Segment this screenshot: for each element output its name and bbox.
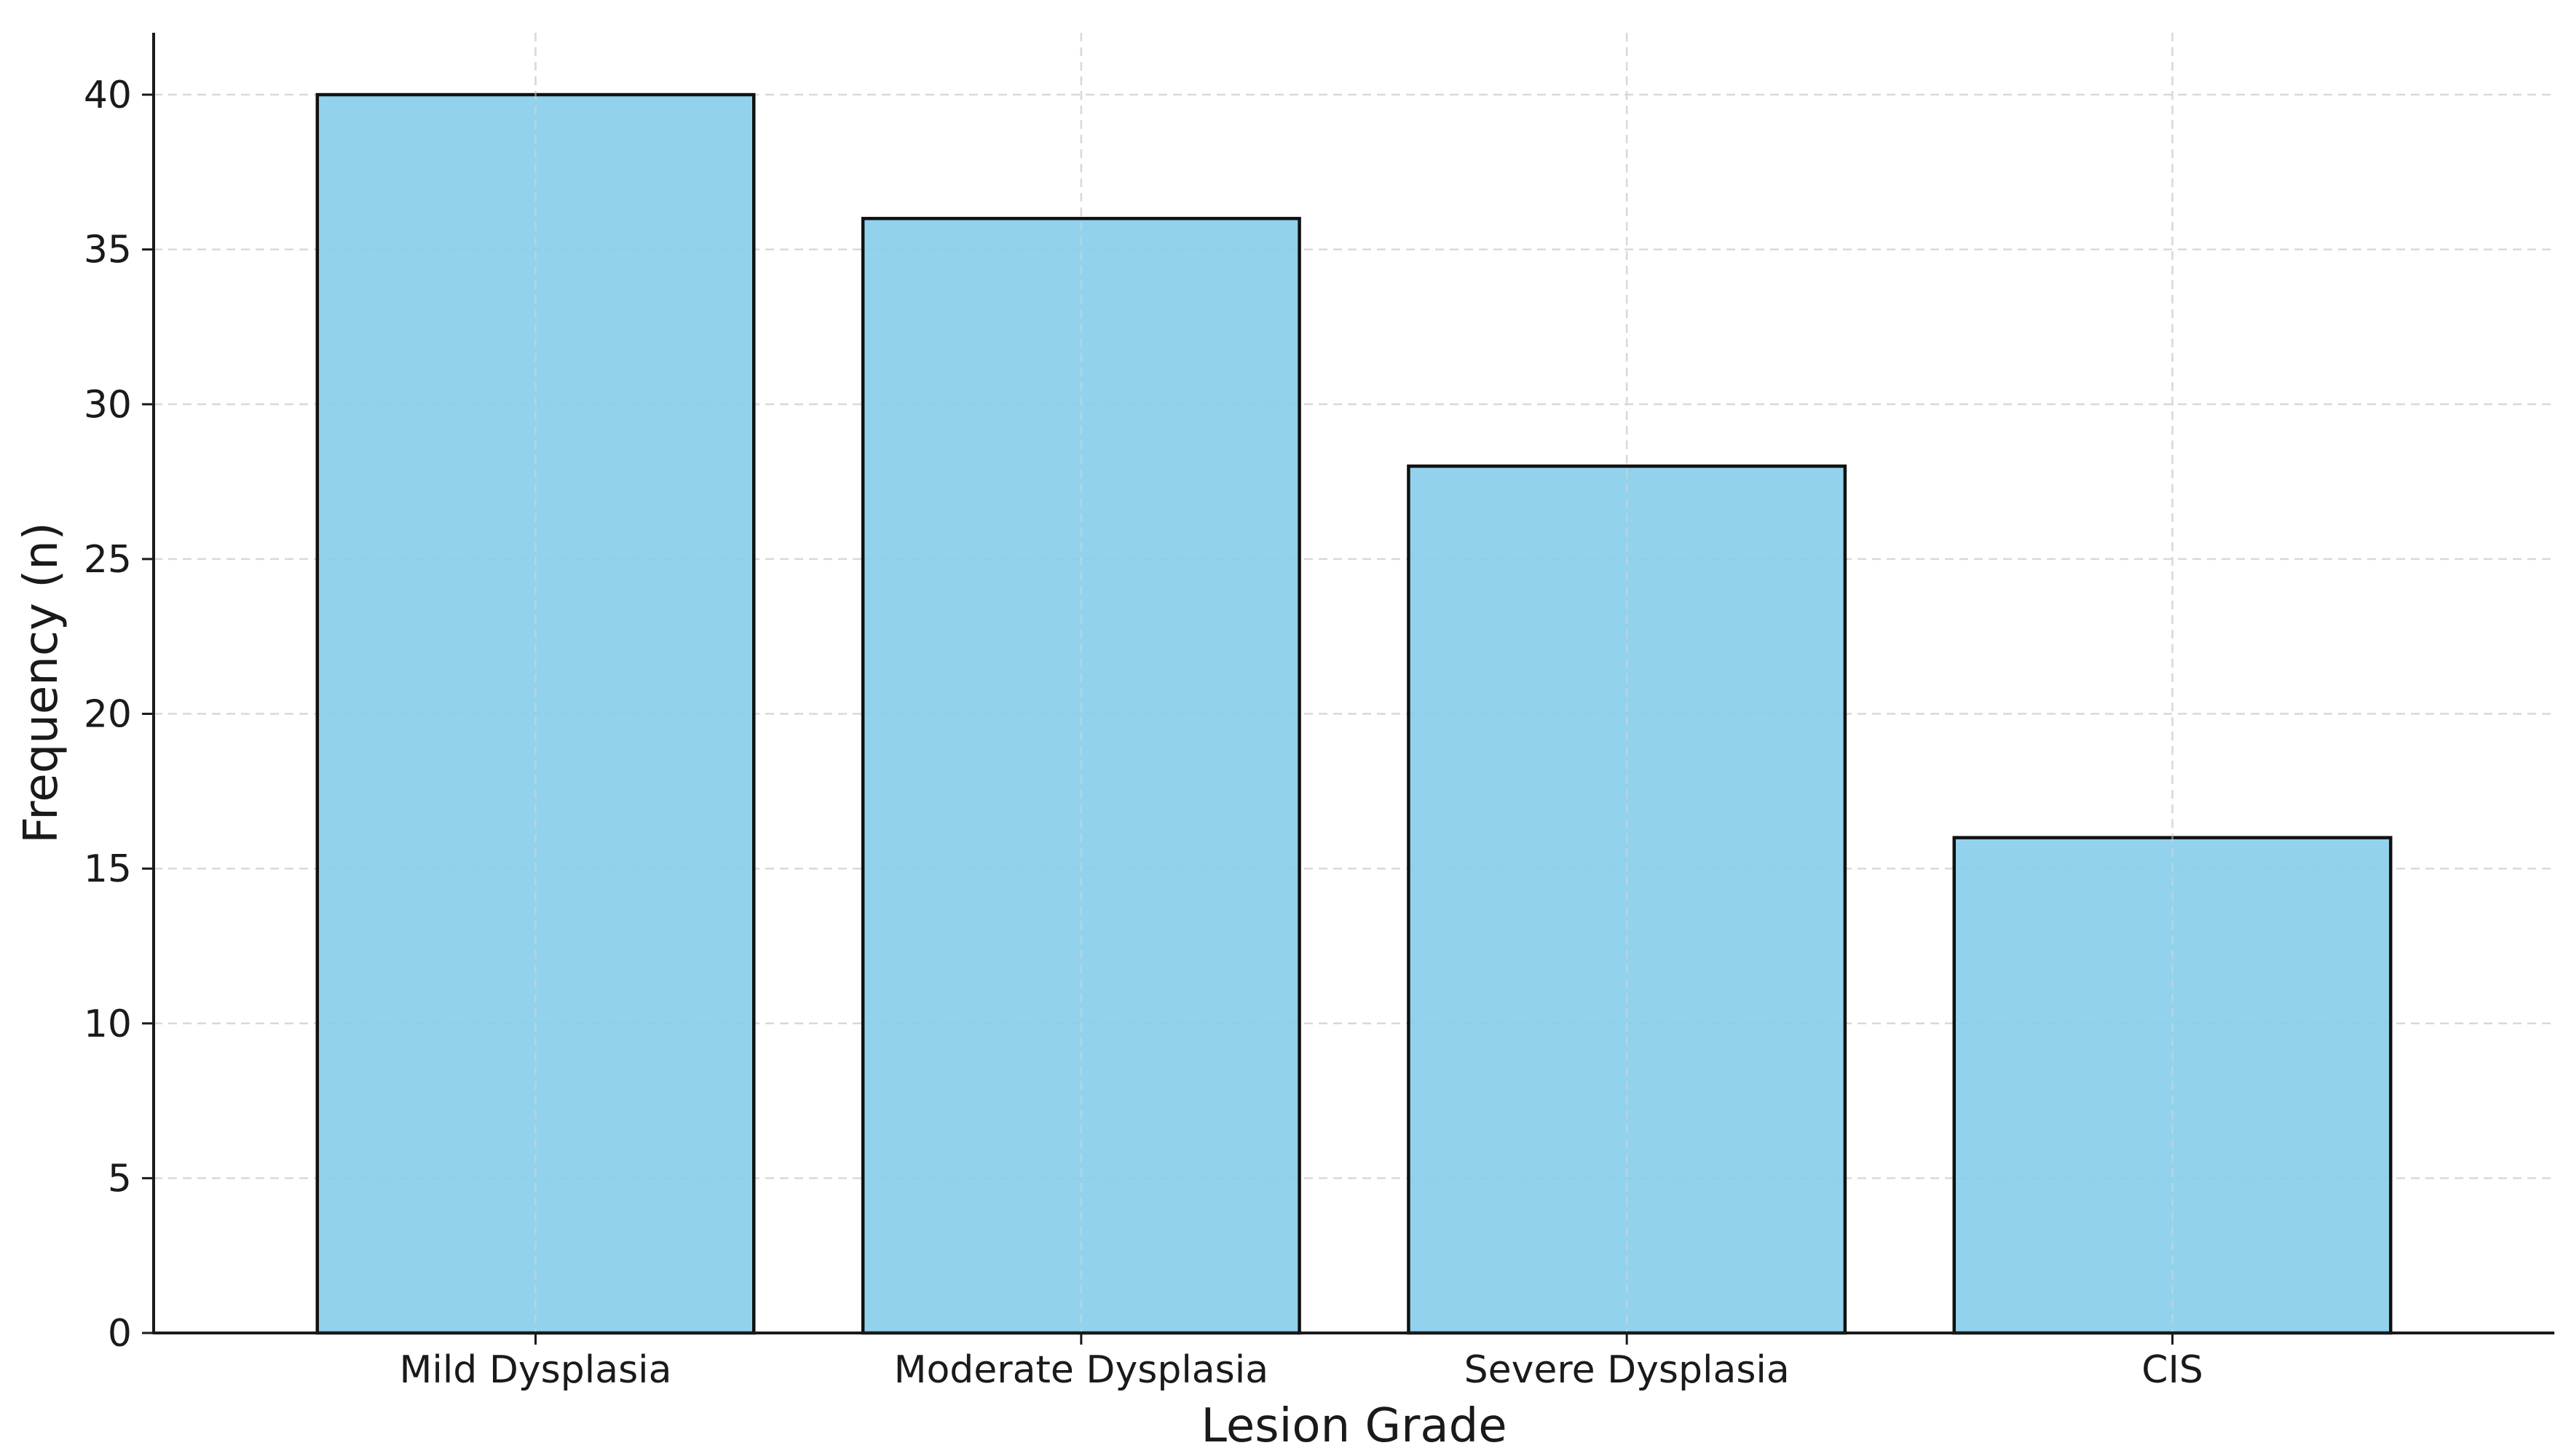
- x-tick-label: Mild Dysplasia: [400, 1348, 672, 1392]
- x-tick-label: CIS: [2141, 1348, 2203, 1392]
- y-tick-label: 10: [84, 1002, 132, 1046]
- y-axis-title: Frequency (n): [15, 522, 68, 843]
- y-tick-label: 40: [84, 74, 132, 117]
- x-ticks: Mild Dysplasia Moderate Dysplasia Severe D…: [400, 1333, 2203, 1392]
- y-ticks: 0 5 10 15 20 25 30 35 40: [84, 74, 154, 1356]
- y-tick-label: 5: [108, 1157, 132, 1200]
- y-tick-label: 35: [84, 229, 132, 272]
- x-tick-label: Moderate Dysplasia: [894, 1348, 1268, 1392]
- x-axis-title: Lesion Grade: [1201, 1399, 1507, 1453]
- y-tick-label: 30: [84, 383, 132, 427]
- y-tick-label: 0: [108, 1312, 132, 1356]
- x-tick-label: Severe Dysplasia: [1464, 1348, 1790, 1392]
- y-tick-label: 20: [84, 693, 132, 737]
- y-tick-label: 25: [84, 538, 132, 582]
- bars: [315, 33, 2393, 1335]
- y-tick-label: 15: [84, 847, 132, 891]
